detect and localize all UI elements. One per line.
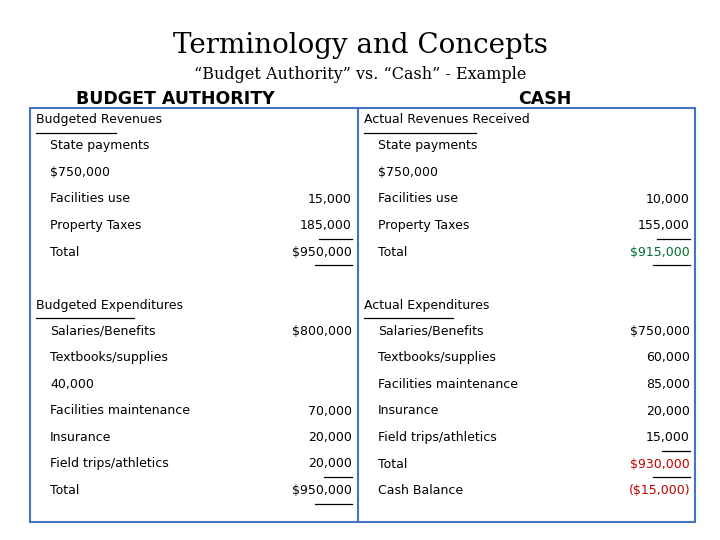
Text: CASH: CASH <box>518 90 572 108</box>
Text: Total: Total <box>378 457 408 470</box>
Text: Actual Revenues Received: Actual Revenues Received <box>364 113 530 126</box>
Text: Textbooks/supplies: Textbooks/supplies <box>378 352 496 365</box>
Text: 20,000: 20,000 <box>308 431 352 444</box>
Text: Facilities maintenance: Facilities maintenance <box>378 378 518 391</box>
Text: $750,000: $750,000 <box>378 166 438 179</box>
Text: Actual Expenditures: Actual Expenditures <box>364 299 490 312</box>
Text: “Budget Authority” vs. “Cash” - Example: “Budget Authority” vs. “Cash” - Example <box>194 66 526 83</box>
Text: Property Taxes: Property Taxes <box>378 219 469 232</box>
Text: Field trips/athletics: Field trips/athletics <box>50 457 168 470</box>
Text: Facilities maintenance: Facilities maintenance <box>50 404 190 417</box>
Text: ($15,000): ($15,000) <box>629 484 690 497</box>
Text: Facilities use: Facilities use <box>378 192 458 206</box>
Text: $750,000: $750,000 <box>630 325 690 338</box>
Text: $930,000: $930,000 <box>630 457 690 470</box>
Text: $950,000: $950,000 <box>292 484 352 497</box>
Text: Field trips/athletics: Field trips/athletics <box>378 431 497 444</box>
Text: $800,000: $800,000 <box>292 325 352 338</box>
Text: 20,000: 20,000 <box>646 404 690 417</box>
Bar <box>30 108 695 522</box>
Text: BUDGET AUTHORITY: BUDGET AUTHORITY <box>76 90 274 108</box>
Text: Textbooks/supplies: Textbooks/supplies <box>50 352 168 365</box>
Text: State payments: State payments <box>378 139 477 152</box>
Text: Total: Total <box>378 246 408 259</box>
Text: 85,000: 85,000 <box>646 378 690 391</box>
Text: Property Taxes: Property Taxes <box>50 219 141 232</box>
Text: Total: Total <box>50 484 79 497</box>
Text: Total: Total <box>50 246 79 259</box>
Text: 15,000: 15,000 <box>646 431 690 444</box>
Text: State payments: State payments <box>50 139 149 152</box>
Text: Salaries/Benefits: Salaries/Benefits <box>378 325 484 338</box>
Text: 15,000: 15,000 <box>308 192 352 206</box>
Text: Insurance: Insurance <box>50 431 112 444</box>
Text: Facilities use: Facilities use <box>50 192 130 206</box>
Text: 10,000: 10,000 <box>646 192 690 206</box>
Text: 155,000: 155,000 <box>638 219 690 232</box>
Text: Salaries/Benefits: Salaries/Benefits <box>50 325 156 338</box>
Text: $750,000: $750,000 <box>50 166 110 179</box>
Text: Budgeted Expenditures: Budgeted Expenditures <box>36 299 183 312</box>
Text: $950,000: $950,000 <box>292 246 352 259</box>
Text: Cash Balance: Cash Balance <box>378 484 463 497</box>
Text: 40,000: 40,000 <box>50 378 94 391</box>
Text: 20,000: 20,000 <box>308 457 352 470</box>
Text: Budgeted Revenues: Budgeted Revenues <box>36 113 162 126</box>
Text: Insurance: Insurance <box>378 404 439 417</box>
Text: $915,000: $915,000 <box>630 246 690 259</box>
Text: 60,000: 60,000 <box>646 352 690 365</box>
Text: 185,000: 185,000 <box>300 219 352 232</box>
Text: Terminology and Concepts: Terminology and Concepts <box>173 32 547 59</box>
Text: 70,000: 70,000 <box>308 404 352 417</box>
